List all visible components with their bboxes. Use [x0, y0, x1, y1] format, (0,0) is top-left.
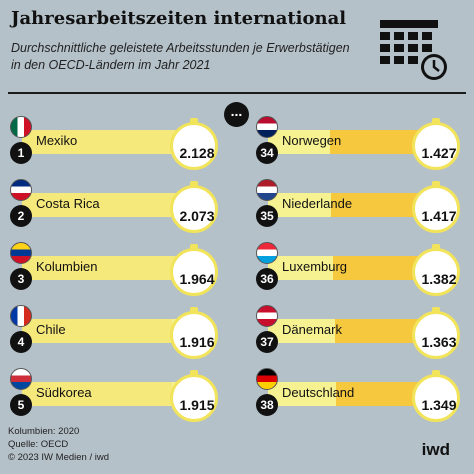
bar-fill — [22, 256, 176, 280]
country-label: Costa Rica — [36, 196, 100, 211]
country-label: Deutschland — [282, 385, 355, 400]
stopwatch-knob — [190, 244, 198, 250]
flag-icon — [10, 305, 32, 327]
value-label: 1.916 — [179, 334, 215, 350]
flag-icon — [10, 179, 32, 201]
flag-icon — [10, 116, 32, 138]
copyright-text: © 2023 IW Medien / iwd — [8, 452, 109, 463]
stopwatch-face: 2.073 — [170, 185, 218, 233]
brand-logo: iwd — [421, 440, 450, 459]
source-text: Quelle: OECD — [8, 439, 69, 450]
value-label: 1.915 — [179, 397, 215, 413]
stopwatch-icon: 1.427 — [412, 118, 460, 170]
stopwatch-face: 1.363 — [412, 311, 460, 359]
value-label: 2.128 — [179, 145, 215, 161]
stopwatch-knob — [190, 181, 198, 187]
table-row: 5 Südkorea 1.915 — [8, 368, 232, 422]
stopwatch-knob — [190, 118, 198, 124]
rank-badge: 35 — [256, 205, 278, 227]
value-label: 1.427 — [421, 145, 457, 161]
stopwatch-icon: 1.417 — [412, 181, 460, 233]
stopwatch-knob — [432, 181, 440, 187]
stopwatch-icon: 1.916 — [170, 307, 218, 359]
rank-badge: 1 — [10, 142, 32, 164]
stopwatch-knob — [432, 370, 440, 376]
flag-icon — [256, 242, 278, 264]
country-label: Mexiko — [36, 133, 78, 148]
value-label: 1.363 — [421, 334, 457, 350]
flag-icon — [256, 179, 278, 201]
stopwatch-face: 1.417 — [412, 185, 460, 233]
header-divider — [8, 92, 466, 94]
flag-icon — [10, 368, 32, 390]
stopwatch-face: 2.128 — [170, 122, 218, 170]
table-row: 36 Luxemburg 1.382 — [254, 242, 466, 296]
table-row: 3 Kolumbien 1.964 — [8, 242, 232, 296]
country-label: Niederlande — [282, 196, 353, 211]
stopwatch-icon: 1.964 — [170, 244, 218, 296]
table-row: 38 Deutschland 1.349 — [254, 368, 466, 422]
value-label: 1.382 — [421, 271, 457, 287]
bar-fill — [22, 130, 188, 154]
stopwatch-face: 1.382 — [412, 248, 460, 296]
stopwatch-face: 1.349 — [412, 374, 460, 422]
rank-badge: 38 — [256, 394, 278, 416]
stopwatch-face: 1.915 — [170, 374, 218, 422]
table-row: 1 Mexiko 2.128 — [8, 116, 232, 170]
table-row: 2 Costa Rica 2.073 — [8, 179, 232, 233]
bar-fill — [22, 319, 172, 343]
country-label: Luxemburg — [282, 259, 348, 274]
stopwatch-knob — [432, 118, 440, 124]
page-subtitle: Durchschnittliche geleistete Arbeitsstun… — [11, 41, 350, 72]
bar — [22, 256, 194, 280]
value-label: 1.417 — [421, 208, 457, 224]
flag-icon — [256, 116, 278, 138]
country-label: Südkorea — [36, 385, 92, 400]
stopwatch-knob — [190, 370, 198, 376]
bar — [22, 319, 194, 343]
flag-icon — [256, 305, 278, 327]
bar — [22, 130, 194, 154]
value-label: 2.073 — [179, 208, 215, 224]
stopwatch-knob — [432, 244, 440, 250]
country-label: Norwegen — [282, 133, 342, 148]
stopwatch-icon: 1.382 — [412, 244, 460, 296]
stopwatch-icon: 2.128 — [170, 118, 218, 170]
stopwatch-face: 1.427 — [412, 122, 460, 170]
bar — [22, 382, 194, 406]
country-label: Dänemark — [282, 322, 342, 337]
table-row: 35 Niederlande 1.417 — [254, 179, 466, 233]
stopwatch-face: 1.964 — [170, 248, 218, 296]
value-label: 1.349 — [421, 397, 457, 413]
ellipsis-badge: ... — [224, 102, 249, 127]
bar-fill — [22, 382, 172, 406]
rank-badge: 3 — [10, 268, 32, 290]
country-label: Chile — [36, 322, 66, 337]
value-label: 1.964 — [179, 271, 215, 287]
stopwatch-icon: 1.349 — [412, 370, 460, 422]
stopwatch-face: 1.916 — [170, 311, 218, 359]
rank-badge: 34 — [256, 142, 278, 164]
bar-fill — [22, 193, 184, 217]
stopwatch-icon: 2.073 — [170, 181, 218, 233]
rank-badge: 37 — [256, 331, 278, 353]
rank-badge: 2 — [10, 205, 32, 227]
page-title: Jahresarbeitszeiten international — [11, 8, 347, 29]
stopwatch-knob — [190, 307, 198, 313]
rank-badge: 5 — [10, 394, 32, 416]
rank-badge: 4 — [10, 331, 32, 353]
stopwatch-icon: 1.915 — [170, 370, 218, 422]
footnote: Kolumbien: 2020 — [8, 426, 80, 437]
calendar-clock-icon — [380, 20, 447, 80]
rank-badge: 36 — [256, 268, 278, 290]
bar — [22, 193, 194, 217]
flag-icon — [256, 368, 278, 390]
table-row: 37 Dänemark 1.363 — [254, 305, 466, 359]
flag-icon — [10, 242, 32, 264]
stopwatch-knob — [432, 307, 440, 313]
table-row: 4 Chile 1.916 — [8, 305, 232, 359]
country-label: Kolumbien — [36, 259, 98, 274]
stopwatch-icon: 1.363 — [412, 307, 460, 359]
table-row: 34 Norwegen 1.427 — [254, 116, 466, 170]
